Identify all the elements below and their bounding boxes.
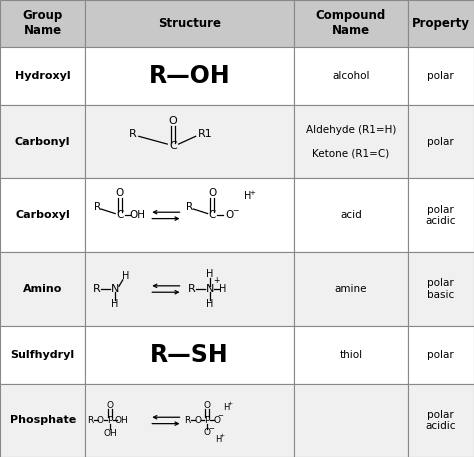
Text: H: H <box>111 298 119 308</box>
Text: O: O <box>169 116 177 126</box>
Bar <box>85 178 294 252</box>
Bar <box>85 105 294 178</box>
Bar <box>408 105 474 178</box>
Text: −: − <box>218 413 223 420</box>
Bar <box>0 325 85 384</box>
Text: O: O <box>107 401 113 410</box>
Text: +: + <box>213 276 219 285</box>
Text: Carboxyl: Carboxyl <box>15 210 70 220</box>
Bar <box>85 0 294 47</box>
Text: polar
acidic: polar acidic <box>426 205 456 226</box>
Text: Aldehyde (R1=H)

Ketone (R1=C): Aldehyde (R1=H) Ketone (R1=C) <box>306 125 396 159</box>
Bar <box>294 47 408 105</box>
Text: Property: Property <box>412 17 470 30</box>
Text: O: O <box>116 188 124 198</box>
Text: amine: amine <box>335 284 367 294</box>
Bar <box>408 47 474 105</box>
Bar <box>0 384 85 457</box>
Text: alcohol: alcohol <box>332 71 370 81</box>
Text: +: + <box>219 434 225 438</box>
Text: H: H <box>244 191 252 201</box>
Text: OH: OH <box>114 416 128 425</box>
Text: Carbonyl: Carbonyl <box>15 137 71 147</box>
Text: polar: polar <box>428 137 454 147</box>
Text: H: H <box>215 435 221 444</box>
Text: H: H <box>223 403 229 412</box>
Text: R: R <box>93 202 101 212</box>
Text: O: O <box>97 416 104 425</box>
Bar <box>408 178 474 252</box>
Text: H: H <box>206 299 214 309</box>
Bar <box>0 252 85 325</box>
Bar <box>294 325 408 384</box>
Bar <box>85 384 294 457</box>
Bar <box>408 252 474 325</box>
Bar <box>294 384 408 457</box>
Text: polar
basic: polar basic <box>427 278 455 300</box>
Text: thiol: thiol <box>339 350 362 360</box>
Text: +: + <box>227 402 233 406</box>
Text: acid: acid <box>340 210 362 220</box>
Text: Structure: Structure <box>158 17 221 30</box>
Text: R: R <box>87 416 93 425</box>
Bar <box>294 0 408 47</box>
Text: H: H <box>219 284 226 294</box>
Text: −: − <box>208 425 214 432</box>
Text: P: P <box>204 416 210 425</box>
Text: polar: polar <box>428 350 454 360</box>
Text: O: O <box>226 210 234 220</box>
Bar <box>294 252 408 325</box>
Bar <box>85 252 294 325</box>
Text: H: H <box>122 271 129 281</box>
Text: O: O <box>208 188 217 198</box>
Bar <box>0 47 85 105</box>
Text: polar
acidic: polar acidic <box>426 409 456 431</box>
Text: C: C <box>169 141 177 151</box>
Bar <box>294 105 408 178</box>
Text: R: R <box>129 128 137 138</box>
Bar <box>408 384 474 457</box>
Bar <box>0 0 85 47</box>
Text: N: N <box>206 284 214 294</box>
Text: Compound
Name: Compound Name <box>316 10 386 37</box>
Text: N: N <box>111 284 119 294</box>
Text: Group
Name: Group Name <box>23 10 63 37</box>
Text: P: P <box>107 416 113 425</box>
Bar <box>0 105 85 178</box>
Text: OH: OH <box>103 429 117 438</box>
Bar <box>0 178 85 252</box>
Text: R1: R1 <box>198 128 212 138</box>
Text: OH: OH <box>129 210 145 220</box>
Text: Hydroxyl: Hydroxyl <box>15 71 71 81</box>
Text: R: R <box>93 284 101 294</box>
Text: O: O <box>204 428 210 437</box>
Text: O: O <box>194 416 201 425</box>
Text: C: C <box>209 210 216 220</box>
Text: Amino: Amino <box>23 284 63 294</box>
Text: Phosphate: Phosphate <box>9 415 76 425</box>
Text: R—OH: R—OH <box>149 64 230 88</box>
Bar <box>85 325 294 384</box>
Text: C: C <box>116 210 124 220</box>
Text: Sulfhydryl: Sulfhydryl <box>10 350 75 360</box>
Text: polar: polar <box>428 71 454 81</box>
Text: −: − <box>232 207 238 215</box>
Text: H: H <box>206 269 214 279</box>
Text: O: O <box>214 416 220 425</box>
Bar <box>408 325 474 384</box>
Text: O: O <box>204 401 210 410</box>
Text: R: R <box>188 284 196 294</box>
Text: +: + <box>250 190 255 196</box>
Bar <box>85 47 294 105</box>
Text: R: R <box>184 416 191 425</box>
Bar <box>408 0 474 47</box>
Text: R: R <box>186 202 193 212</box>
Text: R—SH: R—SH <box>150 343 229 367</box>
Bar <box>294 178 408 252</box>
